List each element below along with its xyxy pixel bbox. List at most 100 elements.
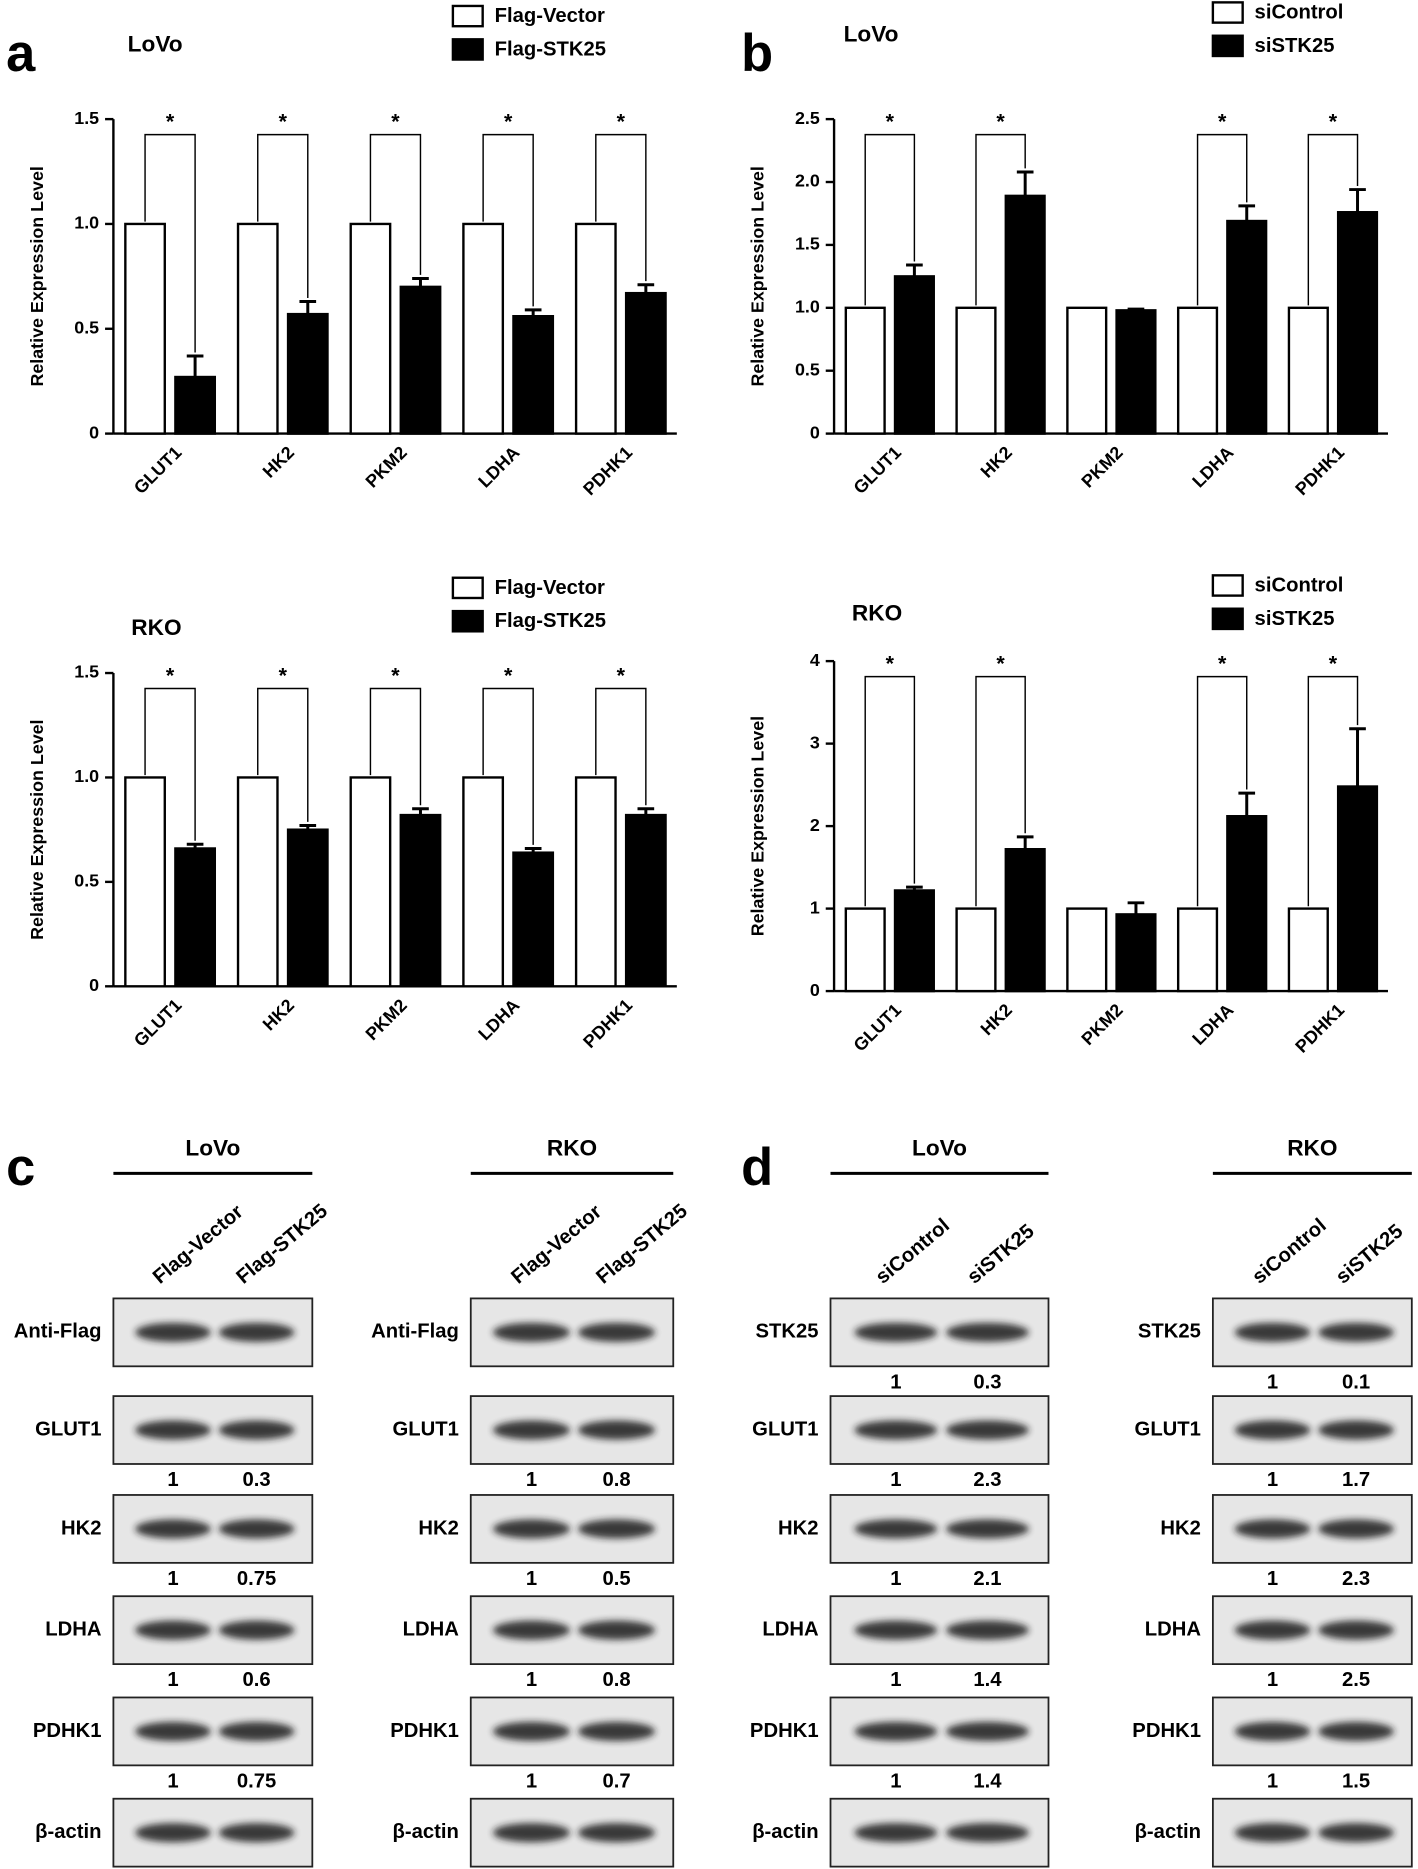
lane-label: Flag-Vector [149, 1201, 248, 1289]
blot-band [1318, 1420, 1394, 1440]
bar [1066, 907, 1108, 993]
bar [462, 222, 505, 435]
row-label: LDHA [45, 1619, 102, 1641]
bar [844, 306, 886, 435]
quantity-label: 0.6 [243, 1669, 271, 1691]
lane-label: siControl [1248, 1214, 1330, 1288]
quantity-label: 1 [167, 1669, 178, 1691]
lane-label: siControl [872, 1214, 954, 1288]
error-bar [186, 354, 204, 377]
x-tick-label: GLUT1 [850, 442, 906, 498]
blot-band [218, 1721, 295, 1741]
bar [349, 776, 392, 988]
bar [624, 291, 667, 435]
quantity-label: 0.5 [602, 1568, 630, 1590]
x-tick-label: LDHA [474, 995, 523, 1044]
y-tick-label: 0.5 [74, 871, 99, 891]
significance-star: * [886, 651, 895, 675]
significance-star: * [996, 651, 1005, 675]
row-label: STK25 [1138, 1321, 1201, 1343]
quantity-label: 1 [890, 1568, 901, 1590]
significance-bracket [257, 133, 309, 298]
significance-bracket [1307, 133, 1359, 306]
significance-star: * [279, 663, 288, 687]
y-tick-label: 0.5 [74, 317, 99, 337]
y-tick-label: 0.5 [795, 359, 820, 379]
error-bar [1349, 727, 1366, 787]
lane-label: siSTK25 [1332, 1220, 1407, 1288]
significance-bracket [595, 687, 647, 806]
legend-label: siSTK25 [1255, 35, 1335, 57]
bar [955, 306, 997, 435]
blot-band [854, 1420, 938, 1440]
blot-band [1318, 1823, 1394, 1843]
quantity-label: 0.75 [237, 1770, 276, 1792]
legend-swatch [1211, 607, 1244, 631]
row-label: HK2 [1160, 1517, 1201, 1539]
y-tick-label: 4 [810, 650, 820, 670]
significance-star: * [1329, 109, 1338, 133]
y-tick-label: 0 [89, 422, 99, 442]
significance-star: * [166, 109, 175, 133]
blot-band [1234, 1721, 1311, 1741]
bar [236, 776, 279, 988]
significance-star: * [886, 109, 895, 133]
error-bar [524, 846, 542, 853]
y-axis-label: Relative Expression Level [748, 716, 768, 936]
error-bar [1238, 791, 1256, 817]
blot-band [218, 1823, 295, 1843]
y-tick-label: 2.5 [795, 108, 820, 128]
blot-band [493, 1620, 570, 1640]
cell-line-label: RKO [547, 1135, 597, 1160]
error-bar [1349, 188, 1366, 213]
error-bar [299, 824, 317, 830]
row-label: LDHA [1145, 1619, 1202, 1641]
row-label: β-actin [752, 1821, 818, 1843]
significance-bracket [369, 687, 422, 806]
blot-band [493, 1322, 570, 1342]
row-label: STK25 [756, 1321, 819, 1343]
significance-bracket [369, 133, 422, 275]
significance-star: * [1218, 109, 1227, 133]
bar [236, 222, 279, 435]
lane-label: Flag-STK25 [232, 1200, 331, 1288]
x-tick-label: PKM2 [1077, 1000, 1126, 1049]
blot-band [578, 1721, 656, 1741]
quantity-label: 1 [167, 1568, 178, 1590]
row-label: GLUT1 [752, 1418, 818, 1440]
significance-bracket [1307, 675, 1359, 907]
bar [844, 907, 886, 993]
y-tick-label: 0 [89, 975, 99, 995]
quantity-label: 1 [890, 1669, 901, 1691]
legend-swatch [1211, 34, 1244, 58]
bar [1004, 848, 1046, 993]
lane-label: Flag-Vector [507, 1201, 606, 1289]
quantity-label: 1 [167, 1469, 178, 1491]
y-tick-label: 1.0 [74, 766, 99, 786]
quantity-label: 1 [167, 1770, 178, 1792]
quantity-label: 1.4 [973, 1669, 1002, 1691]
blot-band [218, 1519, 295, 1539]
blot-band [1318, 1322, 1394, 1342]
x-tick-label: GLUT1 [130, 442, 186, 498]
significance-bracket [975, 133, 1026, 306]
quantity-label: 2.3 [1342, 1568, 1370, 1590]
row-label: Anti-Flag [14, 1321, 102, 1343]
row-label: PDHK1 [390, 1720, 459, 1742]
quantity-label: 1 [1267, 1469, 1278, 1491]
blot-band [578, 1823, 656, 1843]
blot-band [1234, 1420, 1311, 1440]
legend-label: siSTK25 [1255, 608, 1335, 630]
x-tick-label: LDHA [1188, 1000, 1237, 1049]
significance-star: * [996, 109, 1005, 133]
lane-label: siSTK25 [963, 1220, 1038, 1288]
legend-label: siControl [1255, 574, 1344, 596]
blot-band [854, 1620, 938, 1640]
blot-band [854, 1322, 938, 1342]
x-tick-label: PDHK1 [579, 442, 636, 499]
row-label: β-actin [1135, 1821, 1201, 1843]
cell-line-label: LoVo [912, 1135, 967, 1160]
x-tick-label: PKM2 [362, 995, 411, 1044]
significance-star: * [391, 663, 400, 687]
